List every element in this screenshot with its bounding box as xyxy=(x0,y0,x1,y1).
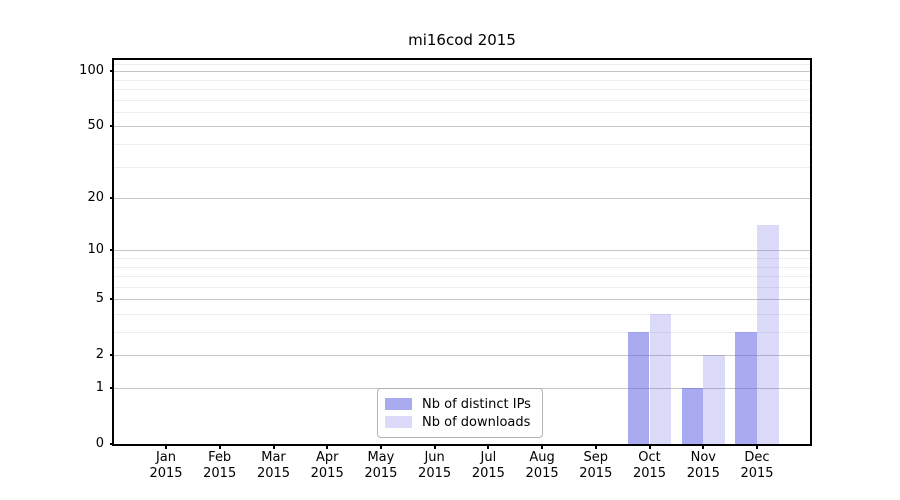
bar-downloads xyxy=(649,314,672,444)
x-tick-label: Aug 2015 xyxy=(510,450,574,482)
x-tick-label: May 2015 xyxy=(349,450,413,482)
x-tick-label: Sep 2015 xyxy=(564,450,628,482)
x-tick-mark xyxy=(487,444,490,449)
x-tick-year: 2015 xyxy=(364,466,398,481)
x-tick-mark xyxy=(326,444,329,449)
x-tick-month: Nov xyxy=(690,450,716,465)
x-tick-mark xyxy=(702,444,705,449)
x-tick-mark xyxy=(756,444,758,449)
x-tick-label: Apr 2015 xyxy=(295,450,359,482)
x-tick-label: Dec 2015 xyxy=(725,450,789,482)
bar-distinct-ips xyxy=(681,388,704,444)
y-tick-label: 0 xyxy=(95,436,104,451)
x-tick-label: Nov 2015 xyxy=(671,450,735,482)
x-tick-mark xyxy=(541,444,544,449)
legend-label-distinct-ips: Nb of distinct IPs xyxy=(422,396,531,412)
y-tick-label: 50 xyxy=(87,118,104,134)
grid-line-minor xyxy=(114,286,810,288)
x-tick-mark xyxy=(594,444,597,449)
x-tick-year: 2015 xyxy=(418,466,452,481)
x-tick-mark xyxy=(648,444,651,449)
grid-line-minor xyxy=(114,266,810,268)
grid-line-major xyxy=(114,299,810,301)
y-tick-mark xyxy=(110,197,114,200)
y-tick-mark xyxy=(110,354,114,357)
legend-item-downloads: Nb of downloads xyxy=(385,413,534,431)
x-tick-label: Oct 2015 xyxy=(618,450,682,482)
x-tick-mark xyxy=(433,444,436,449)
grid-line-major xyxy=(114,71,810,73)
grid-line-minor xyxy=(114,166,810,168)
x-tick-mark xyxy=(272,444,275,449)
x-tick-month: Jan xyxy=(155,450,177,465)
grid-line-minor xyxy=(114,314,810,315)
grid-line-major xyxy=(114,198,810,200)
y-tick-mark xyxy=(110,443,114,445)
grid-line-minor xyxy=(114,63,810,65)
grid-line-major xyxy=(114,355,810,357)
x-tick-label: Jan 2015 xyxy=(134,450,198,482)
x-tick-label: Mar 2015 xyxy=(242,450,306,482)
y-tick-label: 1 xyxy=(95,380,104,395)
bar-distinct-ips xyxy=(627,332,650,444)
bar-downloads xyxy=(703,355,725,444)
x-tick-month: Apr xyxy=(315,450,339,465)
x-tick-year: 2015 xyxy=(310,466,344,481)
grid-line-minor xyxy=(114,99,810,101)
x-tick-month: Oct xyxy=(638,450,661,465)
legend: Nb of distinct IPs Nb of downloads xyxy=(377,388,543,438)
bar-distinct-ips xyxy=(735,332,757,444)
plot-area xyxy=(114,60,810,444)
x-tick-label: Jul 2015 xyxy=(456,450,520,482)
y-tick-mark xyxy=(110,249,114,252)
grid-line-major xyxy=(114,250,810,252)
grid-line-minor xyxy=(114,276,810,277)
y-tick-label: 20 xyxy=(87,190,104,206)
x-tick-mark xyxy=(379,444,382,449)
chart-title: mi16cod 2015 xyxy=(408,31,516,49)
x-tick-label: Jun 2015 xyxy=(403,450,467,482)
x-tick-year: 2015 xyxy=(525,466,559,481)
x-tick-year: 2015 xyxy=(203,466,237,481)
y-tick-label: 100 xyxy=(79,63,104,79)
y-tick-mark xyxy=(110,387,114,389)
x-tick-month: Dec xyxy=(744,450,770,465)
x-tick-year: 2015 xyxy=(686,466,720,481)
x-tick-mark xyxy=(165,444,167,449)
legend-swatch-distinct-ips xyxy=(385,398,412,410)
y-tick-label: 2 xyxy=(95,347,104,363)
x-tick-year: 2015 xyxy=(256,466,291,481)
x-tick-year: 2015 xyxy=(740,466,774,481)
x-tick-year: 2015 xyxy=(471,466,505,481)
y-tick-mark xyxy=(110,298,114,301)
y-tick-mark xyxy=(110,70,114,73)
grid-line-minor xyxy=(114,144,810,145)
x-tick-year: 2015 xyxy=(149,466,183,481)
grid-line-minor xyxy=(114,332,810,333)
bar-downloads xyxy=(757,225,779,444)
x-tick-month: Jul xyxy=(480,450,497,465)
x-tick-month: May xyxy=(367,450,395,465)
y-tick-mark xyxy=(110,125,114,128)
legend-item-distinct-ips: Nb of distinct IPs xyxy=(385,395,534,413)
x-tick-label: Feb 2015 xyxy=(188,450,252,482)
x-tick-month: Jun xyxy=(424,450,445,465)
legend-label-downloads: Nb of downloads xyxy=(422,414,531,430)
grid-line-minor xyxy=(114,79,810,81)
y-tick-label: 5 xyxy=(95,291,104,307)
x-tick-mark xyxy=(218,444,221,449)
x-tick-month: Sep xyxy=(583,450,609,465)
x-tick-year: 2015 xyxy=(632,466,667,481)
x-tick-year: 2015 xyxy=(579,466,613,481)
y-tick-label: 10 xyxy=(87,242,104,258)
x-tick-month: Mar xyxy=(261,450,286,465)
grid-line-major xyxy=(114,126,810,128)
x-tick-month: Feb xyxy=(208,450,232,465)
grid-line-minor xyxy=(114,89,810,90)
x-tick-month: Aug xyxy=(529,450,555,465)
grid-line-minor xyxy=(114,258,810,259)
legend-swatch-downloads xyxy=(385,416,412,428)
grid-line-minor xyxy=(114,111,810,113)
